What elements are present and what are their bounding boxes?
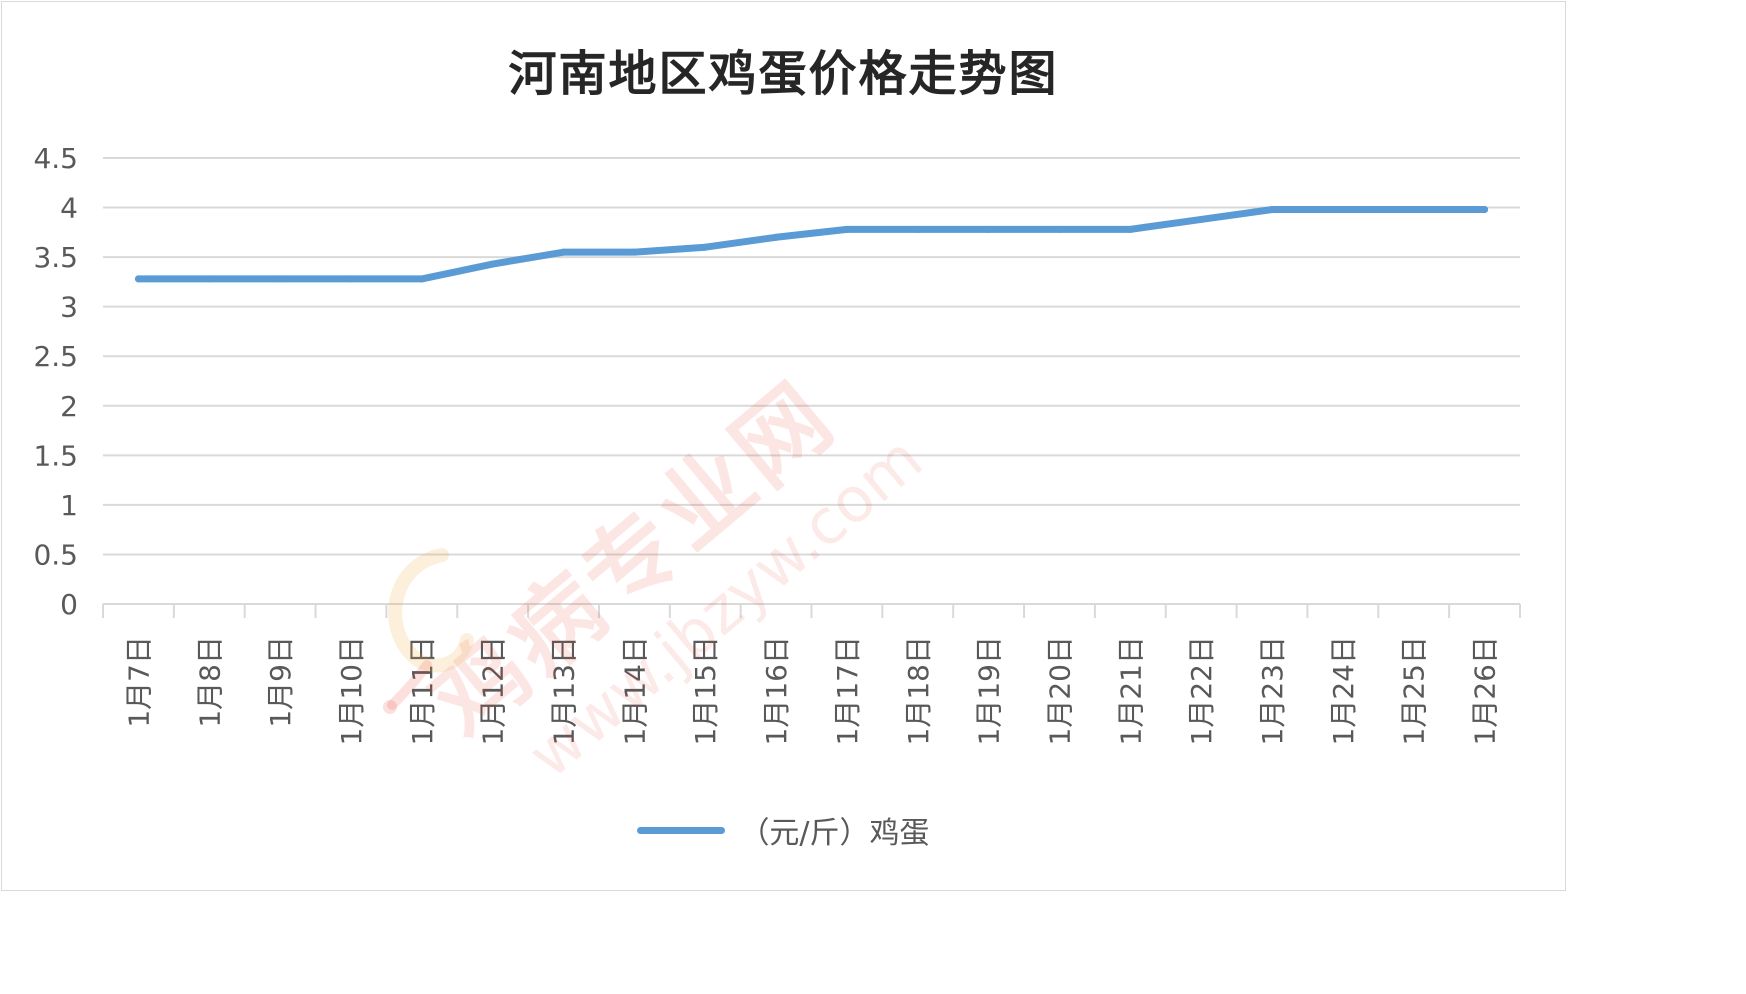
x-tick-label: 1月7日 bbox=[122, 636, 155, 728]
data-point bbox=[205, 275, 213, 283]
y-tick-label: 3 bbox=[60, 291, 78, 324]
chart-title: 河南地区鸡蛋价格走势图 bbox=[508, 46, 1059, 102]
x-tick-label: 1月23日 bbox=[1256, 636, 1289, 745]
data-point bbox=[843, 225, 851, 233]
y-tick-label: 2 bbox=[60, 390, 78, 423]
x-tick-label: 1月15日 bbox=[689, 636, 722, 745]
chart-plot: 0 0.5 1 1.5 2 2.5 3 3.5 4 4.5 1月7日 1月8日 1月9日 1月10日 1月1… bbox=[33, 142, 1521, 745]
data-point bbox=[1055, 225, 1063, 233]
data-point bbox=[1268, 206, 1276, 214]
x-tick-label: 1月9日 bbox=[264, 636, 297, 728]
data-point bbox=[701, 243, 709, 251]
y-tick-label: 1 bbox=[60, 489, 78, 522]
x-tick-label: 1月18日 bbox=[902, 636, 935, 745]
x-tick-label: 1月10日 bbox=[335, 636, 368, 745]
chart-legend: （元/斤）鸡蛋 bbox=[0, 808, 1567, 852]
data-point bbox=[1481, 206, 1489, 214]
chart-frame bbox=[1, 1, 1566, 891]
y-tick-label: 4.5 bbox=[33, 142, 78, 175]
y-tick-label: 4 bbox=[60, 192, 78, 225]
x-tick-label: 1月12日 bbox=[477, 636, 510, 745]
x-tick-label: 1月14日 bbox=[618, 636, 651, 745]
x-tick-label: 1月17日 bbox=[831, 636, 864, 745]
x-tick-label: 1月16日 bbox=[760, 636, 793, 745]
x-tick-label: 1月26日 bbox=[1469, 636, 1502, 745]
x-tick-label: 1月19日 bbox=[973, 636, 1006, 745]
y-tick-label: 0 bbox=[60, 588, 78, 621]
data-point bbox=[630, 248, 638, 256]
x-tick-label: 1月8日 bbox=[193, 636, 226, 728]
data-point bbox=[1126, 225, 1134, 233]
data-point bbox=[1197, 215, 1205, 223]
data-point bbox=[772, 233, 780, 241]
data-point bbox=[276, 275, 284, 283]
x-tick-label: 1月11日 bbox=[406, 636, 439, 745]
x-tick-label: 1月21日 bbox=[1114, 636, 1147, 745]
data-point bbox=[347, 275, 355, 283]
data-point bbox=[560, 248, 568, 256]
y-tick-label: 3.5 bbox=[33, 241, 78, 274]
data-point bbox=[134, 275, 142, 283]
y-tick-label: 1.5 bbox=[33, 439, 78, 472]
data-point bbox=[418, 275, 426, 283]
x-tick-label: 1月13日 bbox=[548, 636, 581, 745]
legend-swatch bbox=[637, 826, 726, 834]
legend-label: （元/斤）鸡蛋 bbox=[739, 816, 930, 851]
x-tick-label: 1月20日 bbox=[1043, 636, 1076, 745]
y-tick-label: 2.5 bbox=[33, 340, 78, 373]
y-tick-label: 0.5 bbox=[33, 538, 78, 571]
x-tick-label: 1月25日 bbox=[1398, 636, 1431, 745]
x-tick-label: 1月22日 bbox=[1185, 636, 1218, 745]
data-point bbox=[914, 225, 922, 233]
data-point bbox=[1410, 206, 1418, 214]
data-point bbox=[489, 260, 497, 268]
series-line bbox=[134, 206, 1489, 283]
x-tick-label: 1月24日 bbox=[1327, 636, 1360, 745]
data-point bbox=[1339, 206, 1347, 214]
data-point bbox=[985, 225, 993, 233]
